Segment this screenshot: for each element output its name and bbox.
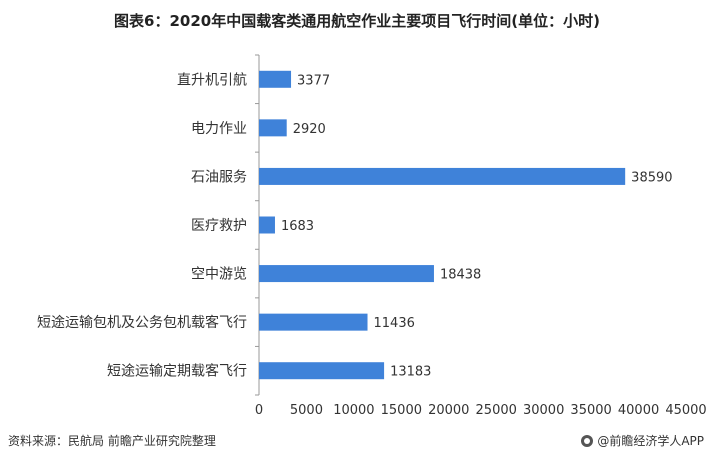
chart-title: 图表6：2020年中国载客类通用航空作业主要项目飞行时间(单位：小时) <box>114 12 600 30</box>
category-label: 短途运输定期载客飞行 <box>107 363 247 380</box>
x-tick-label: 5000 <box>290 403 323 418</box>
bar <box>259 216 275 234</box>
brand-icon <box>581 434 594 447</box>
category-label: 电力作业 <box>191 121 247 137</box>
brand-footer: @前瞻经济学人APP <box>581 432 704 449</box>
bar <box>259 70 292 88</box>
bar <box>259 362 385 380</box>
category-label: 石油服务 <box>191 169 247 185</box>
source-note: 资料来源：民航局 前瞻产业研究院整理 <box>8 434 216 448</box>
data-label: 38590 <box>631 170 672 185</box>
bar <box>259 119 287 137</box>
x-tick-label: 25000 <box>476 403 517 418</box>
category-label: 空中游览 <box>191 267 247 283</box>
x-tick-label: 20000 <box>428 403 469 418</box>
brand-text: @前瞻经济学人APP <box>597 434 704 448</box>
bar <box>259 265 434 283</box>
x-tick-label: 15000 <box>381 403 422 418</box>
x-tick-label: 0 <box>255 403 263 418</box>
x-tick-label: 30000 <box>523 403 564 418</box>
category-label: 直升机引航 <box>177 71 247 88</box>
data-label: 11436 <box>374 316 415 331</box>
data-label: 3377 <box>297 73 330 88</box>
data-label: 1683 <box>281 219 314 234</box>
data-label: 2920 <box>293 122 326 137</box>
data-label: 13183 <box>390 365 431 380</box>
x-tick-label: 40000 <box>618 403 659 418</box>
x-tick-label: 35000 <box>570 403 611 418</box>
bar <box>259 167 626 185</box>
category-label: 医疗救护 <box>191 218 247 234</box>
bar <box>259 313 368 331</box>
x-tick-label: 10000 <box>333 403 374 418</box>
category-label: 短途运输包机及公务包机载客飞行 <box>37 314 247 331</box>
x-tick-label: 45000 <box>665 403 706 418</box>
data-label: 18438 <box>440 268 481 283</box>
